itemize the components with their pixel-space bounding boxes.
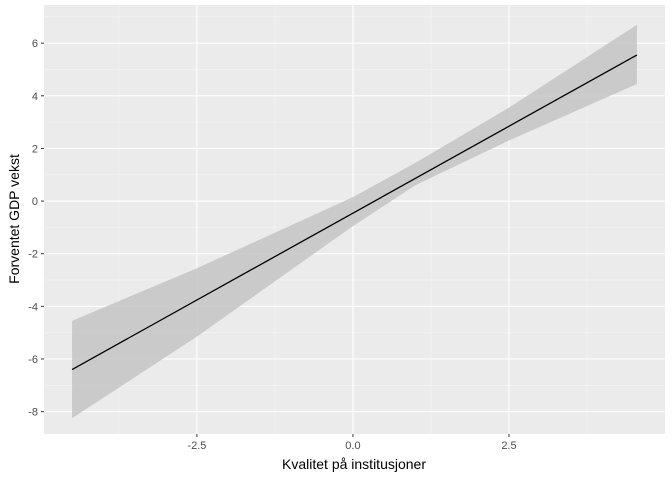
y-tick-label: -8: [28, 407, 38, 419]
confidence-band: [72, 24, 637, 419]
y-tick-label: 2: [32, 143, 38, 155]
minor-gridlines: [44, 5, 665, 434]
x-tick-label: -2.5: [187, 440, 206, 452]
confidence-band-layer: [72, 24, 637, 419]
regression-line: [71, 54, 638, 371]
y-tick-label: 6: [32, 38, 38, 50]
y-tick-label: -6: [28, 354, 38, 366]
x-axis-title: Kvalitet på institusjoner: [282, 456, 426, 472]
x-tick-label: 2.5: [501, 440, 516, 452]
y-tick-label: -4: [28, 301, 38, 313]
regression-line-layer: [71, 54, 638, 371]
y-tick-label: 4: [32, 91, 38, 103]
x-tick-label: 0.0: [345, 440, 360, 452]
y-axis-ticks: -8 -6 -4 -2 0 2 4 6: [28, 38, 44, 419]
y-axis-title: Forventet GDP vekst: [6, 154, 22, 284]
y-tick-label: 0: [32, 196, 38, 208]
x-axis-ticks: -2.5 0.0 2.5: [187, 434, 517, 452]
y-tick-label: -2: [28, 249, 38, 261]
